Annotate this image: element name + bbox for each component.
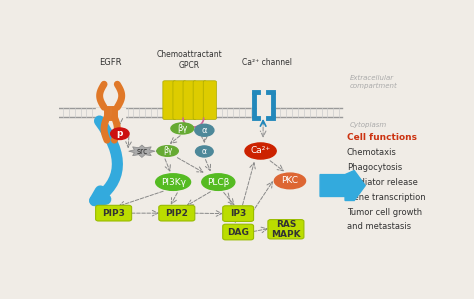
Text: PIP2: PIP2	[165, 209, 188, 218]
Text: EGFR: EGFR	[100, 58, 122, 67]
Text: Phagocytosis: Phagocytosis	[347, 163, 402, 172]
Text: Ca²⁺: Ca²⁺	[250, 147, 271, 155]
FancyBboxPatch shape	[163, 81, 176, 120]
Text: PKC: PKC	[282, 176, 299, 185]
Text: PLCβ: PLCβ	[207, 178, 229, 187]
FancyBboxPatch shape	[203, 81, 217, 120]
Polygon shape	[128, 145, 155, 158]
Text: Chemoattractant
GPCR: Chemoattractant GPCR	[157, 50, 222, 70]
FancyBboxPatch shape	[183, 81, 196, 120]
Text: Tumor cell growth: Tumor cell growth	[347, 208, 422, 216]
Text: α: α	[202, 147, 207, 156]
FancyBboxPatch shape	[193, 81, 206, 120]
Text: PI3Kγ: PI3Kγ	[161, 178, 186, 187]
Text: src: src	[137, 147, 147, 156]
Text: p: p	[117, 129, 123, 138]
Text: and metastasis: and metastasis	[347, 222, 411, 231]
Ellipse shape	[202, 174, 235, 190]
Circle shape	[195, 124, 214, 136]
FancyBboxPatch shape	[159, 205, 195, 221]
Text: RAS
MAPK: RAS MAPK	[271, 219, 301, 239]
Ellipse shape	[245, 143, 276, 159]
Polygon shape	[320, 170, 365, 201]
FancyBboxPatch shape	[223, 206, 254, 222]
Ellipse shape	[155, 174, 191, 190]
Text: α: α	[201, 126, 207, 135]
Text: Cell functions: Cell functions	[347, 133, 417, 142]
Text: Ca²⁺ channel: Ca²⁺ channel	[242, 58, 292, 67]
Text: βγ: βγ	[177, 124, 188, 133]
FancyBboxPatch shape	[268, 219, 304, 239]
FancyBboxPatch shape	[173, 81, 186, 120]
FancyBboxPatch shape	[223, 224, 254, 240]
Text: IP3: IP3	[230, 209, 246, 218]
Text: βγ: βγ	[163, 147, 173, 155]
Text: PIP3: PIP3	[102, 209, 125, 218]
Text: Mediator release: Mediator release	[347, 178, 418, 187]
Circle shape	[110, 128, 129, 139]
FancyArrowPatch shape	[95, 121, 118, 201]
Text: Chemotaxis: Chemotaxis	[347, 148, 397, 157]
Ellipse shape	[274, 173, 306, 189]
Ellipse shape	[157, 146, 178, 156]
FancyBboxPatch shape	[96, 205, 132, 221]
Text: Gene transcription: Gene transcription	[347, 193, 426, 202]
Text: Extracellular
compartment: Extracellular compartment	[349, 75, 397, 89]
Text: DAG: DAG	[227, 228, 249, 237]
Circle shape	[196, 146, 213, 157]
Text: Cytoplasm: Cytoplasm	[349, 121, 387, 128]
Ellipse shape	[171, 123, 194, 134]
